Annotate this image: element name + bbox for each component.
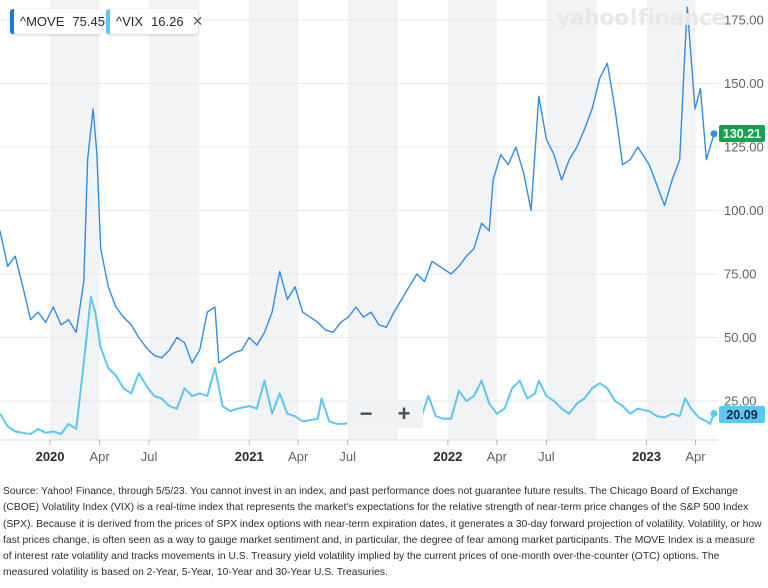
quarter-band: [347, 0, 398, 440]
x-tick-label: 2020: [36, 449, 65, 464]
x-tick-label: Apr: [685, 449, 706, 464]
vix-last-point: [710, 409, 718, 417]
legend-chip-vix[interactable]: ^VIX 16.26 ✕: [106, 9, 203, 34]
chart-area: 175.00 150.00 125.00 100.00 75.00 50.00 25.00 2…: [0, 0, 765, 464]
legend-color-vix: [106, 9, 110, 34]
y-tick-label: 100.00: [724, 203, 764, 218]
y-tick-label: 25.00: [724, 394, 757, 409]
x-tick-label: 2023: [632, 449, 661, 464]
y-tick-label: 50.00: [724, 330, 757, 345]
legend-chip-move[interactable]: ^MOVE 75.45: [10, 9, 105, 34]
move-series-line: [0, 6, 715, 364]
y-tick-label: 175.00: [724, 13, 764, 28]
quarter-band: [249, 0, 299, 440]
x-tick-label: Apr: [288, 449, 309, 464]
x-tick-label: 2021: [235, 449, 264, 464]
y-tick-label: 75.00: [724, 267, 757, 282]
legend-symbol-vix: ^VIX: [116, 14, 144, 29]
y-tick-label: 125.00: [724, 140, 764, 155]
legend-value-vix: 16.26: [151, 14, 184, 29]
zoom-out-button[interactable]: −: [359, 401, 373, 426]
legend-symbol-move: ^MOVE: [20, 14, 65, 29]
close-icon[interactable]: ✕: [191, 13, 204, 29]
yahoo-finance-logo: yahoo!finance: [556, 6, 726, 31]
y-tick-label: 150.00: [724, 76, 764, 91]
quarter-band: [50, 0, 100, 440]
x-tick-label: Jul: [141, 449, 158, 464]
x-tick-label: 2022: [433, 449, 462, 464]
quarter-band: [546, 0, 597, 440]
quarter-band: [149, 0, 200, 440]
x-tick-label: Jul: [538, 449, 555, 464]
x-tick-label: Apr: [89, 449, 110, 464]
vix-last-value-badge: 20.09: [719, 406, 765, 423]
quarter-band: [646, 0, 696, 440]
legend-value-move: 75.45: [72, 14, 105, 29]
move-last-value-badge: 130.21: [719, 125, 765, 142]
move-last-point: [710, 130, 718, 138]
legend-color-move: [10, 9, 14, 34]
zoom-in-button[interactable]: +: [397, 401, 411, 426]
source-disclaimer: Source: Yahoo! Finance, through 5/5/23. …: [3, 486, 762, 579]
x-tick-label: Jul: [339, 449, 356, 464]
x-tick-label: Apr: [487, 449, 508, 464]
zoom-controls: − +: [347, 400, 423, 428]
volatility-line-chart: 175.00150.00125.00100.0075.0050.0025.002…: [0, 0, 764, 464]
quarter-band: [447, 0, 497, 440]
